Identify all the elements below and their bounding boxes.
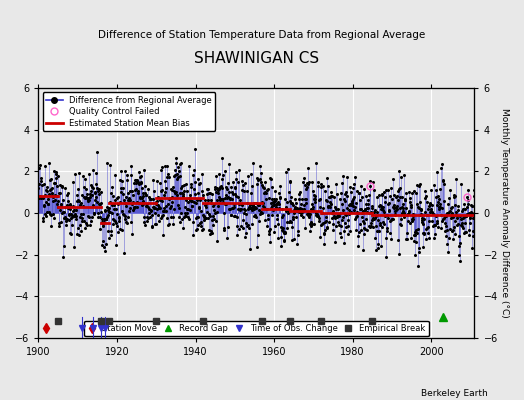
Text: Berkeley Earth: Berkeley Earth [421,389,487,398]
Text: Difference of Station Temperature Data from Regional Average: Difference of Station Temperature Data f… [99,30,425,40]
Title: SHAWINIGAN CS: SHAWINIGAN CS [194,51,319,66]
Y-axis label: Monthly Temperature Anomaly Difference (°C): Monthly Temperature Anomaly Difference (… [500,108,509,318]
Legend: Station Move, Record Gap, Time of Obs. Change, Empirical Break: Station Move, Record Gap, Time of Obs. C… [84,321,429,336]
